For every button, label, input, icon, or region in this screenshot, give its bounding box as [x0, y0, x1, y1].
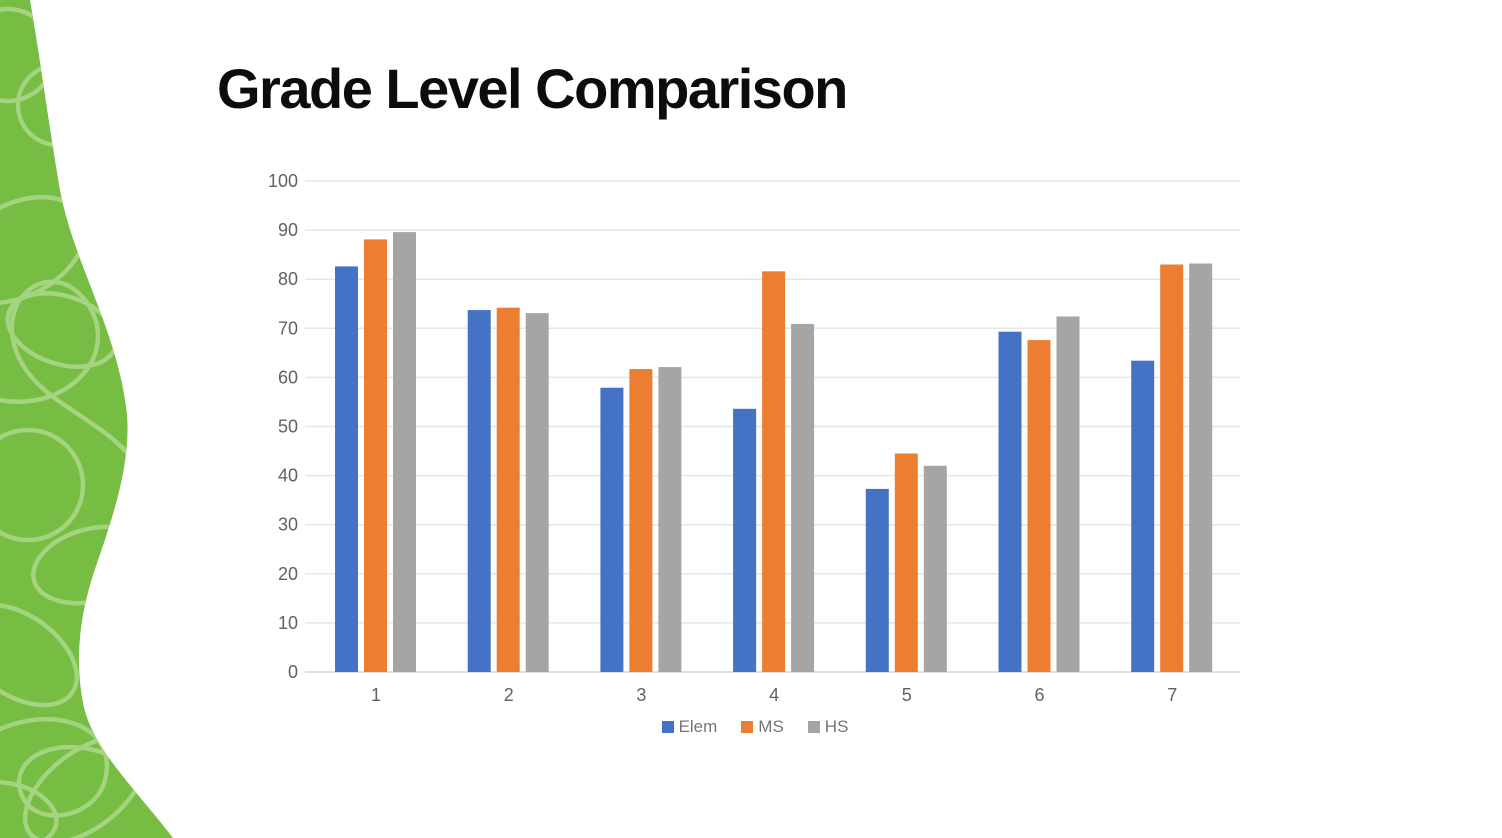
legend-swatch-ms-icon	[741, 721, 754, 733]
legend-label-hs: HS	[824, 717, 849, 736]
x-tick-label: 2	[504, 685, 514, 705]
bar-ms-3	[629, 369, 653, 672]
legend-label-elem: Elem	[678, 717, 718, 736]
bar-ms-6	[1027, 340, 1051, 672]
bar-hs-4	[791, 323, 815, 672]
bar-ms-4	[762, 271, 786, 672]
y-tick-label: 20	[278, 564, 298, 584]
bar-hs-5	[923, 465, 947, 672]
bar-hs-6	[1056, 316, 1080, 672]
chart-legend: Elem MS HS	[250, 717, 1260, 737]
slide-title: Grade Level Comparison	[217, 57, 848, 120]
bar-elem-3	[600, 387, 624, 672]
legend-item-elem: Elem	[661, 717, 718, 737]
bar-ms-2	[496, 307, 520, 672]
bar-hs-7	[1189, 263, 1213, 672]
bar-hs-3	[658, 367, 682, 672]
decorative-wave-shape	[0, 0, 173, 838]
x-tick-label: 5	[902, 685, 912, 705]
legend-label-ms: MS	[758, 717, 784, 736]
bar-elem-2	[467, 310, 491, 672]
x-tick-label: 3	[636, 685, 646, 705]
y-tick-label: 70	[278, 318, 298, 338]
x-tick-label: 4	[769, 685, 779, 705]
y-tick-label: 90	[278, 220, 298, 240]
bar-elem-4	[733, 408, 757, 672]
y-tick-label: 30	[278, 515, 298, 535]
legend-item-ms: MS	[741, 717, 784, 737]
bar-elem-1	[335, 266, 358, 672]
legend-swatch-hs-icon	[807, 721, 820, 733]
y-tick-label: 0	[288, 662, 298, 682]
y-tick-label: 50	[278, 417, 298, 437]
bar-hs-2	[525, 313, 549, 672]
chart-plot-area: 0 10 20 30 40 50 60 70 80 90 100 1 2 3 4 5 6 7	[268, 171, 1240, 705]
y-tick-label: 10	[278, 613, 298, 633]
bar-ms-7	[1160, 264, 1184, 672]
x-tick-label: 6	[1034, 685, 1044, 705]
bar-ms-1	[364, 239, 387, 672]
grade-level-chart: 0 10 20 30 40 50 60 70 80 90 100 1 2 3 4 5 6 7	[250, 160, 1260, 720]
x-tick-label: 7	[1167, 685, 1177, 705]
y-tick-label: 80	[278, 269, 298, 289]
y-tick-label: 40	[278, 466, 298, 486]
bar-elem-7	[1131, 360, 1155, 672]
bar-hs-1	[393, 232, 416, 672]
bar-elem-6	[998, 331, 1022, 672]
y-tick-label: 100	[268, 171, 298, 191]
legend-item-hs: HS	[807, 717, 849, 737]
bar-elem-5	[865, 488, 889, 672]
x-tick-label: 1	[371, 685, 381, 705]
bar-ms-5	[894, 453, 918, 672]
legend-swatch-elem-icon	[661, 721, 674, 733]
y-tick-label: 60	[278, 367, 298, 387]
